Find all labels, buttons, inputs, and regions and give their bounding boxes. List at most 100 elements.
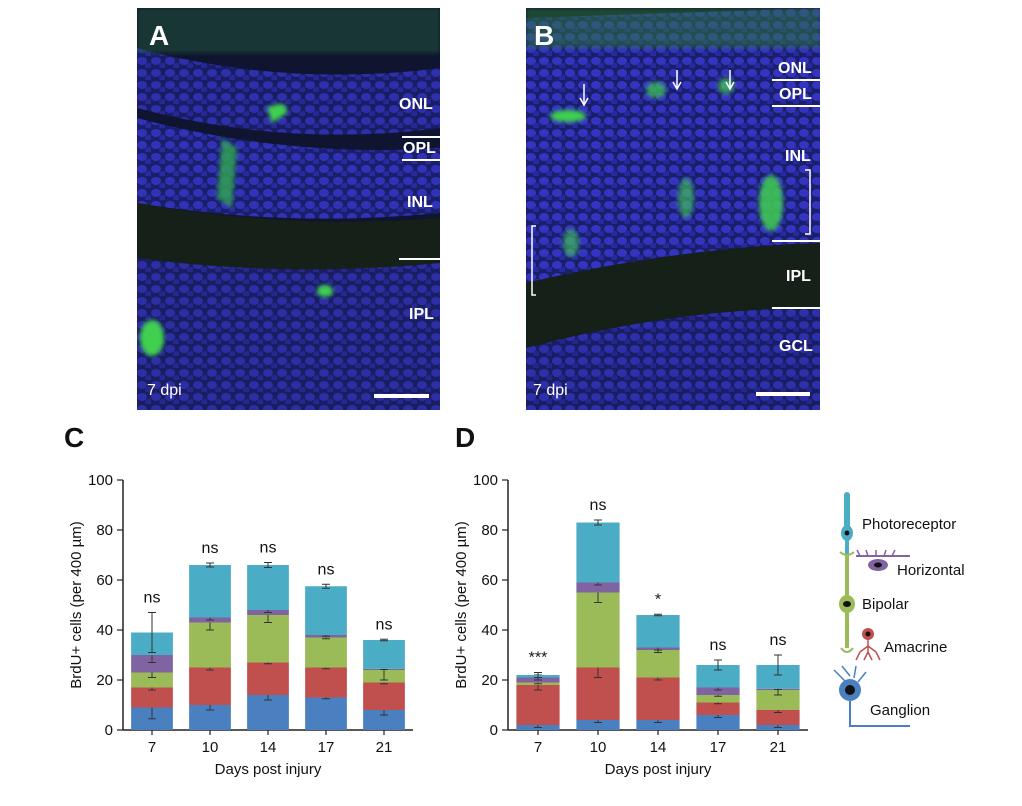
y-axis-label: BrdU+ cells (per 400 µm) — [68, 521, 85, 688]
x-tick-label: 17 — [710, 739, 727, 756]
y-tick-label: 60 — [96, 572, 113, 589]
panel-c-letter: C — [64, 422, 85, 453]
bar-segment-amacrine — [756, 710, 800, 725]
legend-label-amacrine: Amacrine — [884, 639, 948, 656]
x-tick-label: 14 — [650, 739, 667, 756]
x-axis-label: Days post injury — [605, 761, 712, 778]
bar-segment-amacrine — [636, 677, 680, 720]
bar-segment-bipolar — [305, 637, 347, 668]
y-tick-label: 20 — [481, 672, 498, 689]
ganglion-icon — [833, 665, 910, 727]
significance-label: ns — [376, 616, 393, 633]
bar-segment-ganglion — [305, 697, 347, 730]
x-tick-label: 10 — [590, 739, 607, 756]
significance-label: ns — [144, 590, 161, 607]
amacrine-icon — [855, 628, 881, 661]
photoreceptor-icon — [841, 492, 853, 554]
x-tick-label: 10 — [202, 739, 219, 756]
bar-segment-photoreceptor — [189, 565, 231, 618]
scale-bar — [756, 392, 810, 396]
bar-segment-ganglion — [636, 720, 680, 730]
layer-label-gcl: GCL — [779, 338, 813, 355]
y-tick-label: 80 — [481, 522, 498, 539]
y-tick-label: 100 — [473, 472, 498, 489]
micrograph-b-image — [526, 8, 820, 410]
bar-segment-horizontal — [576, 582, 620, 593]
x-axis-label: Days post injury — [215, 761, 322, 778]
layer-label-inl: INL — [785, 148, 811, 165]
layer-label-ipl: IPL — [409, 306, 434, 323]
bar-segment-amacrine — [131, 687, 173, 708]
bar-segment-bipolar — [576, 592, 620, 668]
bar-segment-amacrine — [189, 667, 231, 705]
micrograph-a-image — [137, 8, 440, 410]
x-tick-label: 7 — [148, 739, 156, 756]
layer-divider — [402, 159, 440, 161]
bar-segment-amacrine — [305, 667, 347, 698]
significance-label: ns — [202, 540, 219, 557]
chart-d: 0 20 40 60 80 100 BrdU+ cells (per 400 µm) *** 7… — [453, 472, 808, 778]
neuron-schematic — [833, 492, 910, 727]
significance-label: ns — [710, 637, 727, 654]
bar-segment-bipolar — [696, 695, 740, 703]
layer-divider — [772, 79, 820, 81]
chart-c: 0 20 40 60 80 100 BrdU+ cells (per 400 µm) ns 7 n… — [68, 472, 413, 778]
bar-segment-ganglion — [363, 710, 405, 730]
layer-label-opl: OPL — [779, 86, 812, 103]
x-tick-label: 21 — [376, 739, 393, 756]
legend-label-bipolar: Bipolar — [862, 596, 909, 613]
y-tick-label: 80 — [96, 522, 113, 539]
x-tick-label: 17 — [318, 739, 335, 756]
micrograph-b: B ONL OPL INL IPL GCL 7 dpi — [526, 8, 820, 410]
bar-segment-horizontal — [696, 687, 740, 695]
y-tick-label: 40 — [96, 622, 113, 639]
bar-segment-amacrine — [516, 685, 560, 725]
horizontal-cell-icon — [856, 549, 910, 571]
bar-segment-amacrine — [247, 662, 289, 695]
y-tick-label: 40 — [481, 622, 498, 639]
legend-label-ganglion: Ganglion — [870, 702, 931, 719]
bar-segment-bipolar — [636, 650, 680, 678]
bar-segment-photoreceptor — [756, 665, 800, 689]
micrograph-a: A ONL OPL INL IPL 7 dpi — [137, 8, 440, 410]
x-tick-label: 7 — [534, 739, 542, 756]
bar-segment-ganglion — [696, 715, 740, 730]
bar-segment-amacrine — [363, 682, 405, 710]
significance-label: ns — [318, 561, 335, 578]
significance-label: * — [655, 591, 661, 608]
bar-segment-ganglion — [247, 695, 289, 730]
significance-label: ns — [260, 540, 277, 557]
legend-label-photoreceptor: Photoreceptor — [862, 516, 957, 533]
bipolar-icon — [839, 551, 855, 653]
x-tick-label: 14 — [260, 739, 277, 756]
significance-label: ns — [590, 497, 607, 514]
bar-segment-photoreceptor — [363, 640, 405, 669]
dpi-label: 7 dpi — [147, 382, 182, 399]
layer-label-ipl: IPL — [786, 268, 811, 285]
significance-label: *** — [529, 650, 548, 667]
bar-segment-photoreceptor — [636, 615, 680, 648]
layer-divider — [772, 240, 820, 242]
y-axis-label: BrdU+ cells (per 400 µm) — [453, 521, 470, 688]
layer-divider — [772, 105, 820, 107]
bar-segment-photoreceptor — [305, 586, 347, 635]
bar-segment-amacrine — [696, 702, 740, 715]
layer-divider — [399, 258, 440, 260]
y-tick-label: 0 — [105, 722, 113, 739]
layer-label-opl: OPL — [403, 140, 436, 157]
bar-segment-horizontal — [131, 655, 173, 673]
y-tick-label: 60 — [481, 572, 498, 589]
y-tick-label: 0 — [490, 722, 498, 739]
significance-label: ns — [770, 632, 787, 649]
y-tick-label: 100 — [88, 472, 113, 489]
panel-b-letter: B — [534, 20, 555, 51]
bar-segment-ganglion — [576, 720, 620, 730]
bar-segment-bipolar — [756, 690, 800, 710]
bar-segment-photoreceptor — [696, 665, 740, 688]
bar-segment-photoreceptor — [576, 522, 620, 583]
layer-label-onl: ONL — [778, 60, 812, 77]
scale-bar — [374, 394, 429, 398]
bar-segment-bipolar — [131, 672, 173, 688]
x-tick-label: 21 — [770, 739, 787, 756]
layer-label-onl: ONL — [399, 96, 433, 113]
